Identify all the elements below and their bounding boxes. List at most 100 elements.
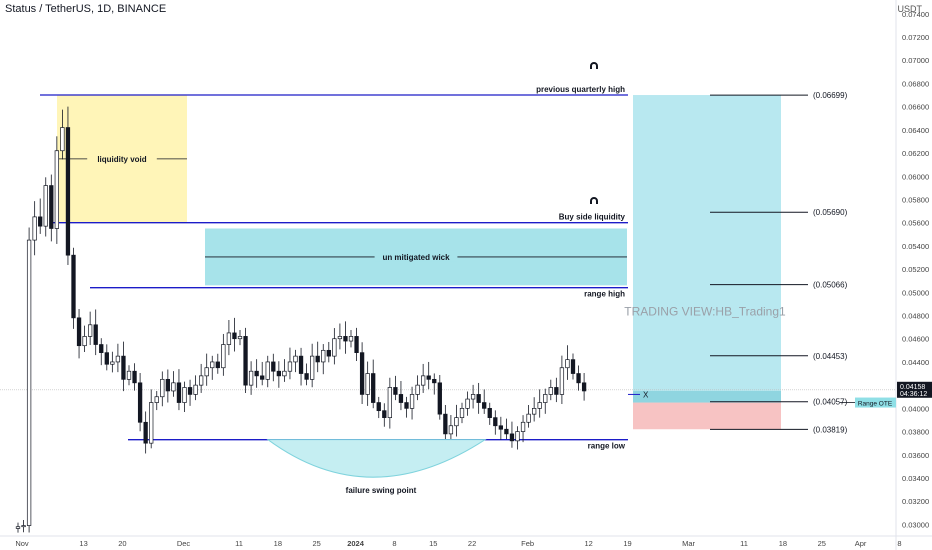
annotation-x: X	[643, 390, 649, 399]
y-tick-label: 0.03400	[902, 474, 929, 483]
y-tick-label: 0.05400	[902, 242, 929, 251]
candle-body	[443, 413, 448, 435]
candle-body	[171, 382, 176, 392]
level-label-1: Buy side liquidity	[559, 213, 626, 222]
zones-layer: liquidity void un mitigated wick	[57, 95, 781, 430]
range-ote-bg	[855, 397, 896, 408]
y-tick-label: 0.06000	[902, 172, 929, 181]
candle-body	[415, 384, 420, 395]
candle-body	[282, 370, 287, 377]
x-tick-label: 13	[79, 539, 87, 548]
fib-label-5: (0.03819)	[813, 425, 848, 434]
magnet-icon	[590, 197, 598, 204]
candle-body	[276, 370, 281, 377]
candle-body	[432, 378, 437, 384]
currency-label[interactable]: USDT	[897, 4, 923, 14]
candle-body	[43, 185, 48, 227]
candle-body	[254, 370, 259, 377]
candle-body	[132, 370, 137, 384]
level-label-3: range low	[588, 442, 626, 451]
candle-body	[398, 394, 404, 403]
candle-body	[382, 410, 387, 418]
x-tick-label: Dec	[177, 539, 191, 548]
price-tag-value: 0.04158	[900, 384, 925, 391]
candle-body	[337, 336, 343, 340]
candle-body	[232, 332, 237, 340]
fib-label-1: (0.05690)	[813, 208, 848, 217]
candle-body	[321, 349, 326, 363]
candle-body	[15, 526, 21, 529]
candle-body	[326, 349, 331, 357]
y-tick-label: 0.05600	[902, 219, 929, 228]
y-tick-label: 0.03600	[902, 451, 929, 460]
candle-body	[310, 355, 315, 380]
candle-body	[487, 408, 492, 418]
candle-body	[215, 361, 220, 369]
price-tag-bg	[897, 381, 932, 398]
candle-body	[32, 216, 37, 241]
x-tick-label: 19	[623, 539, 631, 548]
candle-body	[99, 344, 104, 354]
candle-body	[482, 402, 487, 409]
candle-body	[359, 352, 365, 395]
x-tick-label: 8	[392, 539, 396, 548]
candle-body	[165, 378, 171, 392]
target-zone	[633, 95, 781, 403]
candle-body	[60, 127, 65, 152]
candle-body	[421, 375, 426, 386]
y-tick-label: 0.03800	[902, 428, 929, 437]
y-tick-label: 0.06800	[902, 79, 929, 88]
y-tick-label: 0.03200	[902, 497, 929, 506]
candle-body	[437, 382, 442, 415]
y-tick-label: 0.07000	[902, 56, 929, 65]
x-tick-label: 18	[779, 539, 787, 548]
candle-body	[65, 127, 71, 256]
candle-body	[248, 370, 254, 386]
candle-body	[154, 396, 159, 403]
candle-body	[509, 433, 515, 442]
x-tick-label: 12	[584, 539, 592, 548]
candle-body	[543, 394, 548, 403]
candle-body	[581, 382, 587, 392]
price-tag-countdown: 04:36:12	[900, 391, 927, 398]
candle-body	[76, 317, 82, 347]
range-ote-label: Range OTE	[858, 401, 893, 408]
candle-body	[137, 382, 143, 423]
candle-body	[454, 417, 459, 427]
y-tick-label: 0.06400	[902, 126, 929, 135]
candle-body	[204, 367, 209, 377]
y-tick-label: 0.05200	[902, 265, 929, 274]
zone-label-1: un mitigated wick	[382, 253, 450, 262]
candle-body	[515, 431, 520, 442]
candle-body	[559, 367, 565, 395]
candle-body	[304, 373, 309, 380]
y-tick-label: 0.07400	[902, 10, 929, 19]
fib-label-4: (0.04057)	[813, 398, 848, 407]
zone-label-bg-1	[374, 250, 458, 262]
candle-body	[293, 355, 298, 363]
candle-body	[149, 402, 154, 444]
stop-zone	[633, 402, 781, 430]
candle-body	[221, 344, 226, 369]
candle-body	[365, 373, 370, 395]
candle-body	[49, 185, 54, 229]
candle-body	[210, 361, 215, 369]
candle-body	[354, 336, 359, 354]
candle-body	[287, 361, 293, 372]
candle-body	[459, 408, 465, 418]
y-tick-label: 0.04400	[902, 358, 929, 367]
candle-body	[371, 373, 376, 403]
failure-swing-arc	[266, 439, 487, 478]
x-tick-label: 11	[235, 539, 243, 548]
level-label-0: previous quarterly high	[536, 85, 625, 94]
candle-body	[343, 336, 348, 342]
candle-body	[199, 375, 204, 386]
candle-body	[570, 359, 576, 374]
candle-body	[387, 387, 392, 418]
candle-body	[332, 338, 337, 357]
annotation-failure-swing: failure swing point	[346, 486, 417, 495]
candle-body	[260, 375, 265, 380]
candle-body	[465, 398, 470, 409]
